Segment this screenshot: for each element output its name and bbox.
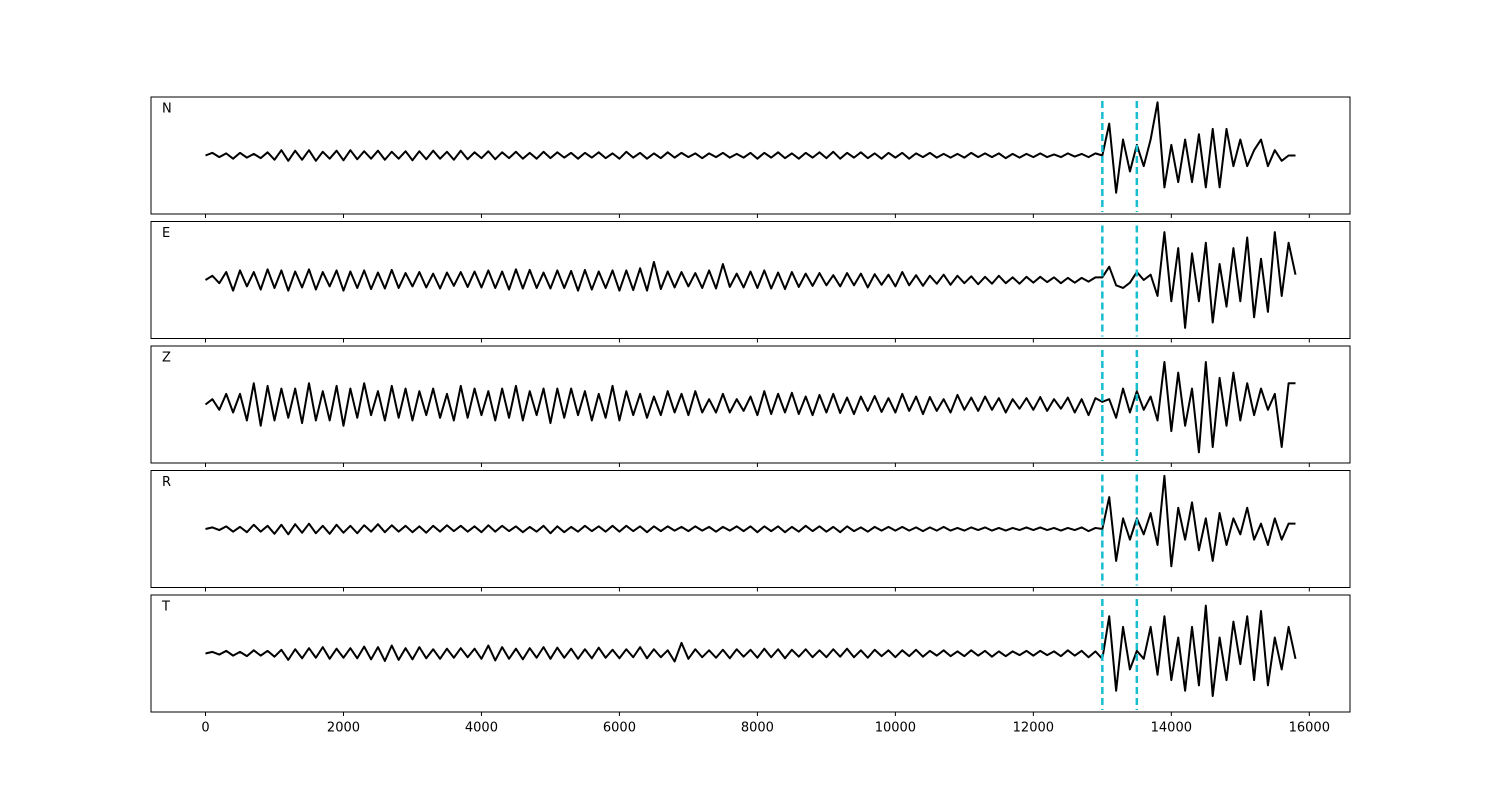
panel-label: Z [162, 351, 171, 366]
trace [204, 360, 1296, 454]
panel-label: N [162, 102, 172, 117]
trace [205, 101, 1296, 194]
trace [205, 474, 1296, 568]
panel-frame [150, 470, 1351, 588]
x-tick-label: 12000 [1013, 721, 1054, 736]
panel-frame [150, 594, 1351, 713]
x-tick-label: 14000 [1151, 721, 1192, 736]
panel-label: E [162, 226, 170, 241]
trace [204, 231, 1297, 329]
panel-frame [150, 96, 1351, 215]
x-tick-label: 10000 [875, 721, 916, 736]
x-tick-label: 8000 [741, 721, 774, 736]
x-tick-label: 0 [201, 721, 209, 736]
panel-frame [150, 345, 1351, 464]
panel-frame [150, 221, 1351, 339]
x-tick-label: 16000 [1289, 721, 1330, 736]
trace [205, 604, 1297, 698]
x-tick-label: 6000 [603, 721, 636, 736]
x-tick-label: 4000 [465, 721, 498, 736]
x-tick-label: 2000 [327, 721, 360, 736]
panel-label: R [162, 475, 171, 490]
panel-label: T [161, 600, 170, 615]
